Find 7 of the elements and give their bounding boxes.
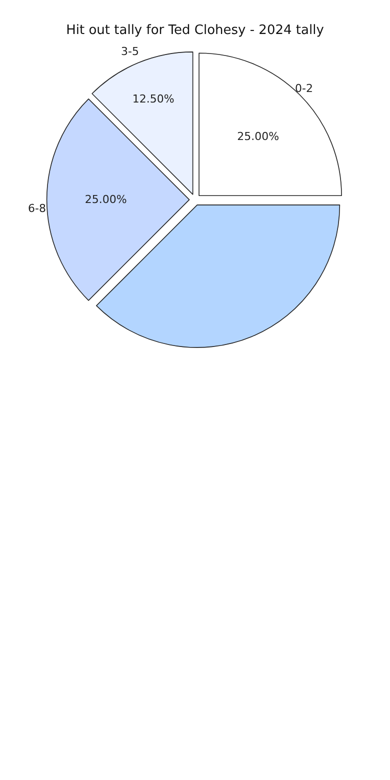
data-label: 25.00% <box>84 193 127 206</box>
slice-label: 6-8 <box>28 202 46 215</box>
data-label: 25.00% <box>237 130 280 144</box>
data-label: 12.50% <box>132 92 174 106</box>
slice-label: 3-5 <box>121 45 139 58</box>
chart-title: Hit out tally for Ted Clohesy - 2024 tally <box>66 23 324 38</box>
slice-label: 0-2 <box>295 82 313 95</box>
